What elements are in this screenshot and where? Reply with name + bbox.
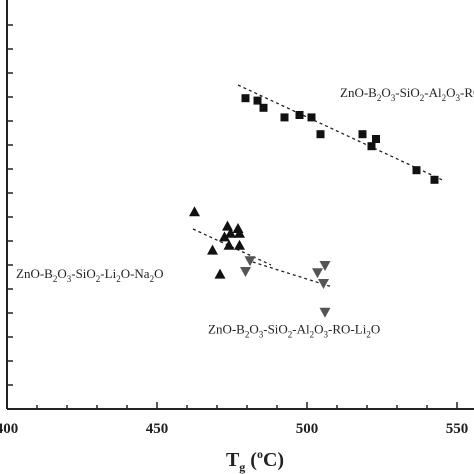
triangle-up-marker [219, 231, 230, 242]
series-label-part: O [446, 85, 455, 100]
series-label-part: ZnO-B [16, 266, 53, 281]
x-axis-title-part: T [226, 449, 240, 471]
square-marker [430, 175, 439, 184]
series-label: ZnO-B2O3-SiO2-Al2O3-RO- [340, 85, 474, 103]
series-label-part: O [314, 321, 323, 336]
series-label-part: -RO- [460, 85, 474, 100]
series-label-part: 2 [442, 93, 447, 103]
series-label-part: -Li [100, 266, 116, 281]
x-tick-label: 400 [0, 421, 18, 437]
series-label-part: 2 [245, 329, 250, 339]
series-label-part: 3 [391, 93, 396, 103]
triangle-up-marker [223, 239, 235, 250]
series-label-part: O-Na [121, 266, 150, 281]
x-axis-title: Tg (oC) [226, 447, 284, 474]
series-label-part: -Al [424, 85, 442, 100]
series-label-part: -SiO [395, 85, 420, 100]
triangle-down-marker [319, 261, 331, 271]
triangle-up-marker [207, 244, 218, 255]
series-label-part: -SiO [71, 266, 96, 281]
square-marker [316, 130, 325, 139]
series-label: ZnO-B2O3-SiO2-Li2O-Na2O [16, 266, 163, 284]
series-label-part: O [371, 321, 380, 336]
series-label-part: 2 [310, 329, 315, 339]
square-marker [372, 135, 380, 143]
triangle-down-marker [240, 267, 251, 277]
square-marker [259, 103, 268, 112]
series-label-part: -RO-Li [328, 321, 367, 336]
series-label-part: 2 [150, 274, 155, 284]
data-markers [189, 94, 439, 318]
series-label-part: 3 [67, 274, 72, 284]
x-axis-title-part: C) [263, 449, 284, 471]
x-tick-labels: 400 450 500 550 [0, 421, 468, 437]
square-marker [307, 113, 316, 122]
square-marker [280, 113, 289, 122]
series-label-part: O [154, 266, 163, 281]
trend-lines [192, 84, 443, 288]
x-axis-title-part: g [239, 460, 245, 474]
square-marker [412, 166, 421, 175]
triangle-down-marker [318, 279, 329, 289]
square-marker [253, 96, 262, 105]
series-label: ZnO-B2O3-SiO2-Al2O3-RO-Li2O [208, 321, 380, 339]
series-label-part: O [381, 85, 390, 100]
series-label-part: 3 [259, 329, 264, 339]
series-label-part: -Al [292, 321, 310, 336]
x-tick-label: 550 [446, 421, 469, 437]
triangle-up-marker [222, 220, 233, 231]
series-label-part: -SiO [263, 321, 288, 336]
series-label-part: 2 [116, 274, 121, 284]
series-label-part: O [57, 266, 66, 281]
x-axis-title-part: ( [245, 449, 257, 471]
square-marker [367, 142, 376, 151]
series-label-part: 2 [377, 93, 382, 103]
triangle-up-marker [189, 206, 200, 217]
series-label-part: ZnO-B [208, 321, 245, 336]
series-label-part: 2 [420, 93, 425, 103]
series-label-part: ZnO-B [340, 85, 377, 100]
series-label-part: 2 [288, 329, 293, 339]
x-tick-label: 450 [146, 421, 169, 437]
series-label-part: 2 [53, 274, 58, 284]
trend-line [237, 84, 443, 181]
series-label-part: 3 [456, 93, 461, 103]
triangle-down-marker [319, 307, 331, 318]
axes [6, 0, 474, 410]
series-label-part: 2 [366, 329, 371, 339]
trend-line [246, 259, 332, 288]
triangle-down-marker [244, 256, 256, 267]
triangle-up-marker [234, 227, 245, 238]
triangle-up-marker [214, 268, 226, 279]
triangle-up-marker [234, 239, 245, 250]
x-axis-title-part: o [257, 447, 263, 461]
series-label-part: 3 [324, 329, 329, 339]
series-label-part: O [249, 321, 258, 336]
square-marker [295, 111, 304, 119]
square-marker [241, 94, 250, 103]
triangle-down-marker [312, 268, 323, 279]
series-label-part: 2 [96, 274, 101, 284]
x-tick-label: 500 [296, 421, 319, 437]
series-annotations: ZnO-B2O3-SiO2-Al2O3-RO-ZnO-B2O3-SiO2-Li2… [16, 85, 474, 339]
square-marker [358, 130, 367, 139]
triangle-up-marker [225, 227, 236, 238]
